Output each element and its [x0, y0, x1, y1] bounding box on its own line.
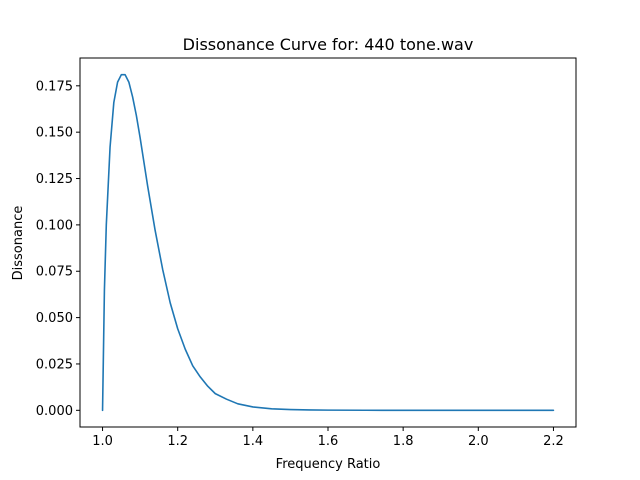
x-tick-label: 2.2 — [543, 434, 564, 449]
y-tick-label: 0.125 — [36, 172, 73, 187]
x-axis-label: Frequency Ratio — [276, 457, 381, 472]
x-tick-label: 1.0 — [92, 434, 113, 449]
y-tick-label: 0.000 — [36, 404, 73, 419]
y-axis-label: Dissonance — [11, 206, 26, 281]
chart-title: Dissonance Curve for: 440 tone.wav — [183, 35, 474, 54]
x-tick-label: 1.2 — [167, 434, 188, 449]
x-tick-label: 1.8 — [393, 434, 414, 449]
y-tick-label: 0.100 — [36, 218, 73, 233]
y-tick-label: 0.050 — [36, 311, 73, 326]
x-tick-label: 1.6 — [318, 434, 339, 449]
y-tick-label: 0.150 — [36, 126, 73, 141]
plot-area — [101, 73, 555, 412]
y-tick-label: 0.175 — [36, 79, 73, 94]
y-tick-label: 0.075 — [36, 265, 73, 280]
dissonance-series-line — [101, 73, 555, 412]
y-tick-label: 0.025 — [36, 357, 73, 372]
x-tick-label: 1.4 — [243, 434, 264, 449]
x-tick-label: 2.0 — [468, 434, 489, 449]
